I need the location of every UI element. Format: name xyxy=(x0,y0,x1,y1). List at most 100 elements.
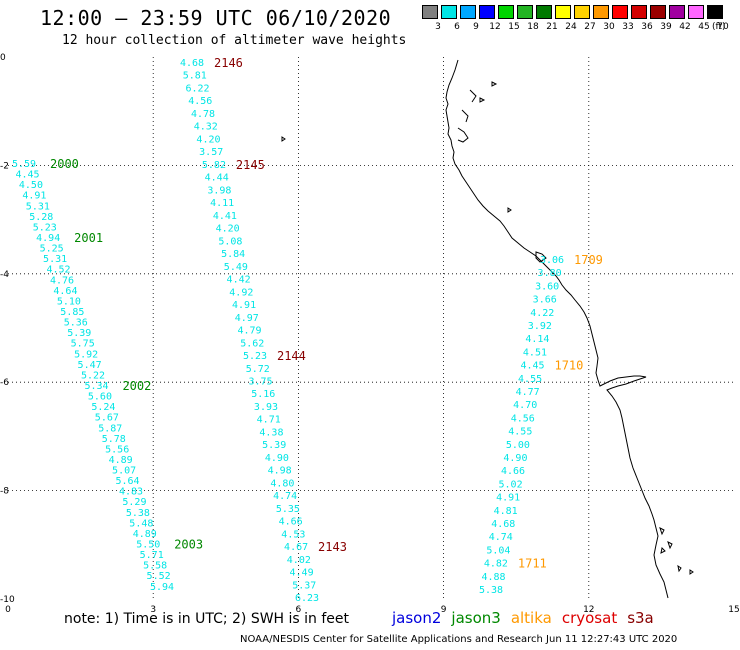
legend-label: 18 xyxy=(527,22,539,32)
satellite-jason2: jason2 xyxy=(392,609,442,627)
x-tick-label: 0 xyxy=(5,605,11,615)
wave-height-value: 5.92 xyxy=(74,349,98,360)
wave-height-value: 5.23 xyxy=(243,351,267,362)
legend-swatch xyxy=(612,5,628,19)
wave-height-value: 5.38 xyxy=(126,508,150,519)
legend-label: 24 xyxy=(565,22,577,32)
wave-height-value: 4.45 xyxy=(15,170,39,181)
wave-height-value: 4.20 xyxy=(216,224,240,235)
wave-height-value: 4.42 xyxy=(227,275,251,286)
wave-height-value: 4.89 xyxy=(109,455,133,466)
legend-swatch xyxy=(517,5,533,19)
wave-height-value: 4.32 xyxy=(194,122,218,133)
wave-height-value: 3.60 xyxy=(535,281,559,292)
wave-height-value: 5.31 xyxy=(26,201,50,212)
wave-height-value: 4.68 xyxy=(180,58,204,69)
wave-height-value: 5.36 xyxy=(64,318,88,329)
time-label: 2144 xyxy=(277,349,306,363)
legend-swatch xyxy=(441,5,457,19)
wave-height-value: 4.71 xyxy=(257,415,281,426)
x-tick-label: 6 xyxy=(296,605,302,615)
legend-swatch xyxy=(707,5,723,19)
y-tick-label: -10 xyxy=(0,595,15,605)
page-subtitle: 12 hour collection of altimeter wave hei… xyxy=(62,33,407,48)
legend-swatch xyxy=(479,5,495,19)
wave-height-value: 5.56 xyxy=(105,444,129,455)
wave-height-tracks: 5.594.454.504.915.315.285.234.945.255.31… xyxy=(12,56,603,604)
wave-height-value: 4.11 xyxy=(210,198,234,209)
wave-height-value: 4.81 xyxy=(494,506,518,517)
wave-height-value: 5.25 xyxy=(40,244,64,255)
legend-swatch xyxy=(593,5,609,19)
wave-height-value: 4.78 xyxy=(191,109,215,120)
satellite-jason3: jason3 xyxy=(451,609,501,627)
wave-height-value: 5.59 xyxy=(12,159,36,170)
coastline-path xyxy=(445,59,669,599)
wave-height-value: 5.16 xyxy=(251,389,275,400)
legend-label: 15 xyxy=(508,22,520,32)
wave-height-value: 5.94 xyxy=(150,582,174,593)
footer-credit: NOAA/NESDIS Center for Satellite Applica… xyxy=(240,634,678,645)
wave-height-value: 5.39 xyxy=(67,328,91,339)
wave-height-value: 4.67 xyxy=(284,542,308,553)
wave-height-value: 4.55 xyxy=(508,427,532,438)
wave-height-value: 5.22 xyxy=(81,370,105,381)
legend-unit: (ft) xyxy=(712,22,726,32)
wave-height-value: 4.90 xyxy=(503,453,527,464)
wave-height-value: 5.71 xyxy=(140,550,164,561)
satellite-s3a: s3a xyxy=(627,609,654,627)
map-grid: 0 3 6 9 12 15 0 -2 -4 -6 -8 -10 xyxy=(0,53,740,615)
wave-height-value: 4.50 xyxy=(19,180,43,191)
wave-height-value: 5.49 xyxy=(224,262,248,273)
wave-height-value: 5.35 xyxy=(276,504,300,515)
x-tick-label: 9 xyxy=(441,605,447,615)
wave-height-value: 4.91 xyxy=(22,191,46,202)
wave-height-value: 5.39 xyxy=(262,440,286,451)
legend-label: 21 xyxy=(546,22,558,32)
y-tick-label: -8 xyxy=(0,487,9,497)
wave-height-value: 5.64 xyxy=(116,476,140,487)
wave-height-value: 5.37 xyxy=(292,580,316,591)
wave-height-value: 4.49 xyxy=(290,568,314,579)
wave-height-value: 4.56 xyxy=(511,413,535,424)
legend-label: 42 xyxy=(679,22,691,32)
wave-height-value: 6.22 xyxy=(185,83,209,94)
wave-height-value: 4.90 xyxy=(265,453,289,464)
wave-height-value: 3.98 xyxy=(207,185,231,196)
wave-height-value: 5.28 xyxy=(29,212,53,223)
wave-height-value: 5.82 xyxy=(202,160,226,171)
wave-height-value: 5.60 xyxy=(88,392,112,403)
wave-height-value: 4.45 xyxy=(520,361,544,372)
wave-height-value: 4.38 xyxy=(259,427,283,438)
wave-height-value: 5.04 xyxy=(486,545,510,556)
time-label: 1711 xyxy=(518,557,547,571)
wave-height-value: 5.75 xyxy=(71,339,95,350)
satellite-cryosat: cryosat xyxy=(561,609,618,627)
wave-height-value: 4.64 xyxy=(53,286,77,297)
legend-label: 30 xyxy=(603,22,615,32)
wave-height-value: 4.83 xyxy=(119,487,143,498)
wave-height-value: 4.55 xyxy=(518,374,542,385)
x-tick-label: 3 xyxy=(150,605,156,615)
y-tick-label: -6 xyxy=(0,378,9,388)
coastline-islands xyxy=(281,81,694,575)
wave-height-value: 4.98 xyxy=(268,466,292,477)
legend-swatch xyxy=(650,5,666,19)
y-tick-label: -2 xyxy=(0,161,9,171)
wave-height-value: 3.66 xyxy=(533,295,557,306)
wave-height-value: 5.24 xyxy=(91,402,115,413)
y-tick-label: -4 xyxy=(0,270,9,280)
coastline xyxy=(281,59,694,599)
wave-height-value: 4.92 xyxy=(229,287,253,298)
legend-swatch xyxy=(460,5,476,19)
track-s3a-mid: 4.685.816.224.564.784.324.203.575.824.44… xyxy=(180,56,347,604)
x-tick-label: 12 xyxy=(583,605,594,615)
wave-height-value: 4.22 xyxy=(530,308,554,319)
legend-label: 36 xyxy=(641,22,653,32)
wave-height-value: 5.48 xyxy=(129,518,153,529)
wave-height-value: 4.66 xyxy=(501,466,525,477)
time-label: 2000 xyxy=(50,157,79,171)
time-label: 1710 xyxy=(554,359,583,373)
time-label: 2146 xyxy=(214,56,243,70)
wave-height-value: 4.91 xyxy=(232,300,256,311)
